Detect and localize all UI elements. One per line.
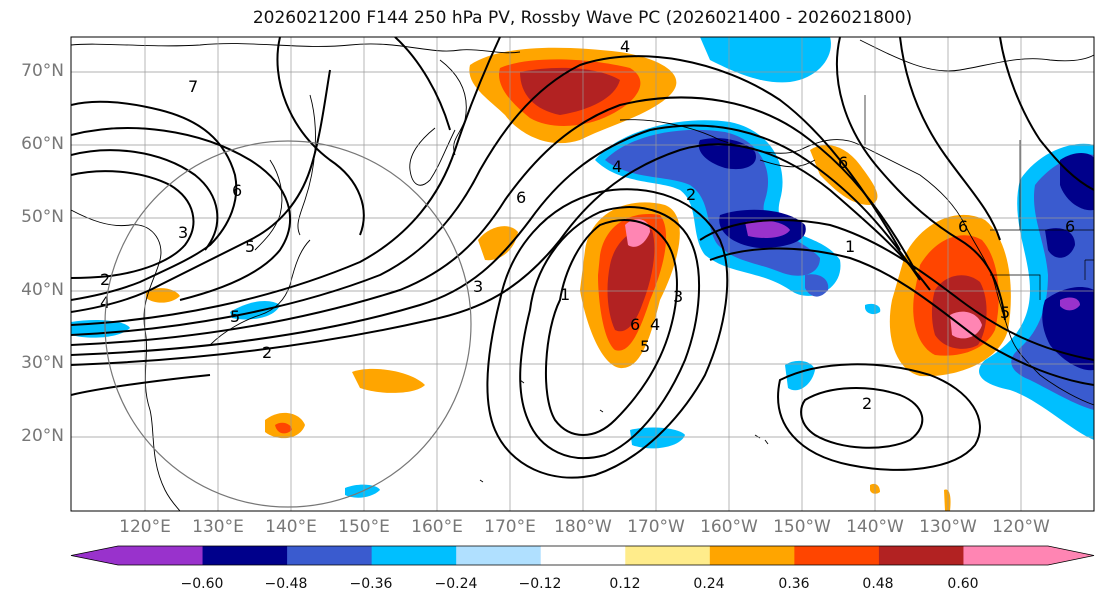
colorbar-outline — [70, 545, 1095, 566]
colorbar-swatch — [287, 546, 373, 565]
map-title: 2026021200 F144 250 hPa PV, Rossby Wave … — [252, 8, 913, 28]
colorbar-tick-label: 0.60 — [947, 576, 979, 592]
lon-label-170w: 170°W — [627, 517, 685, 537]
contour-label-2: 2 — [100, 270, 110, 289]
lat-label-60n: 60°N — [21, 134, 64, 154]
range-circle — [104, 140, 472, 508]
colorbar-swatch — [118, 546, 204, 565]
lon-label-120e: 120°E — [119, 517, 171, 537]
lon-label-160e: 160°E — [411, 517, 463, 537]
lat-label-40n: 40°N — [21, 280, 64, 300]
map-border — [70, 36, 1095, 512]
contour-label-7: 7 — [188, 77, 198, 96]
contour-label-4b: 4 — [620, 37, 630, 56]
colorbar-swatch — [963, 546, 1049, 565]
contour-label-5: 5 — [245, 237, 255, 256]
lon-label-120w: 120°W — [992, 517, 1050, 537]
colorbar — [70, 545, 1095, 566]
contour-label-5c: 5 — [640, 337, 650, 356]
contour-label-6b: 6 — [516, 188, 526, 207]
colorbar-swatch — [456, 546, 542, 565]
lon-label-160w: 160°W — [700, 517, 758, 537]
contour-label-6c: 6 — [838, 153, 848, 172]
colorbar-swatch — [794, 546, 880, 565]
colorbar-extend-low — [71, 546, 118, 565]
colorbar-tick-label: 0.48 — [862, 576, 894, 592]
contour-label-1b: 1 — [845, 237, 855, 256]
contour-label-4: 4 — [100, 293, 110, 312]
borders — [864, 95, 1094, 300]
coastlines — [71, 39, 1094, 511]
lon-label-150e: 150°E — [338, 517, 390, 537]
lat-label-20n: 20°N — [21, 426, 64, 446]
contour-label-6f: 6 — [630, 315, 640, 334]
lon-label-130w: 130°W — [919, 517, 977, 537]
colorbar-swatch — [878, 546, 964, 565]
lon-label-180w: 180°W — [554, 517, 612, 537]
lon-label-140e: 140°E — [265, 517, 317, 537]
lon-label-170e: 170°E — [484, 517, 536, 537]
contour-label-3: 3 — [178, 223, 188, 242]
colorbar-tick-label: 0.24 — [693, 576, 725, 592]
contour-label-5d: 5 — [1000, 303, 1010, 322]
contour-labels: 7 6 6 5 5 4 4 4 3 3 3 2 2 2 2 1 1 6 6 6 … — [100, 37, 1075, 413]
colorbar-tick-label: 0.12 — [609, 576, 641, 592]
lon-label-130e: 130°E — [192, 517, 244, 537]
lon-label-140w: 140°W — [846, 517, 904, 537]
colorbar-swatch — [540, 546, 626, 565]
contour-label-2d: 2 — [862, 394, 872, 413]
contour-label-3c: 3 — [673, 287, 683, 306]
pv-anomaly-shading — [71, 37, 1094, 511]
colorbar-tick-label: −0.36 — [349, 576, 393, 592]
colorbar-tick-label: −0.60 — [180, 576, 224, 592]
contour-label-4c: 4 — [612, 157, 622, 176]
graticule — [71, 37, 1094, 511]
contour-label-3b: 3 — [473, 277, 483, 296]
lon-label-150w: 150°W — [773, 517, 831, 537]
pv-contours — [71, 37, 1094, 479]
lat-label-50n: 50°N — [21, 207, 64, 227]
contour-label-4d: 4 — [650, 315, 660, 334]
contour-label-2b: 2 — [262, 343, 272, 362]
contour-label-6d: 6 — [958, 217, 968, 236]
colorbar-tick-label: −0.48 — [264, 576, 308, 592]
contour-label-5b: 5 — [230, 307, 240, 326]
colorbar-tick-label: −0.24 — [434, 576, 478, 592]
colorbar-swatch — [625, 546, 711, 565]
lat-label-30n: 30°N — [21, 353, 64, 373]
contour-label-6e: 6 — [1065, 217, 1075, 236]
colorbar-swatch — [202, 546, 288, 565]
colorbar-swatch — [371, 546, 457, 565]
colorbar-tick-label: −0.12 — [518, 576, 562, 592]
lat-label-70n: 70°N — [21, 61, 64, 81]
contour-label-1: 1 — [560, 285, 570, 304]
colorbar-swatch — [709, 546, 795, 565]
contour-label-2c: 2 — [686, 185, 696, 204]
colorbar-tick-label: 0.36 — [778, 576, 810, 592]
contour-label-6: 6 — [232, 181, 242, 200]
colorbar-extend-high — [1048, 546, 1094, 565]
